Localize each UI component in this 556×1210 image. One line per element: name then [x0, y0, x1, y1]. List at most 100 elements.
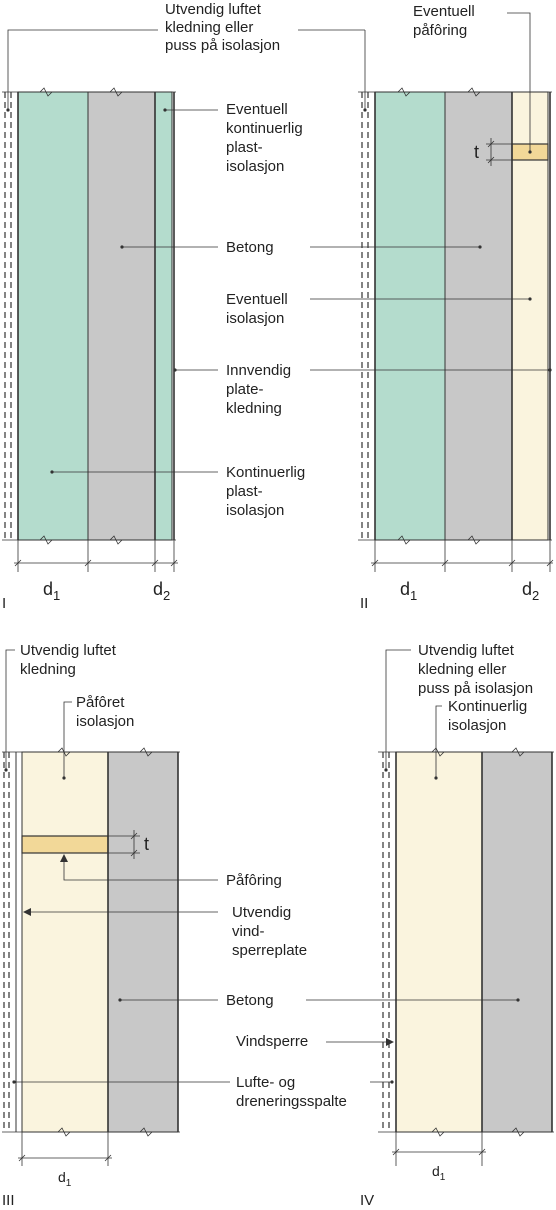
panel-iii-label-battened-insulation-line: isolasjon [76, 713, 134, 730]
panel-iii-label-batten: Påfôring [226, 872, 282, 889]
panel-ii-dim-tick [441, 559, 449, 567]
panel-i-label-continuous-plastic: Kontinuerlig plast-isolasjon [226, 464, 305, 519]
panel-iii-t-tick [130, 849, 138, 857]
panel-iii-label-air-gap-line: Lufte- og [236, 1074, 295, 1091]
panel-ii-plastic-insulation [374, 91, 446, 541]
panel-iii-arrow-wind-board [23, 908, 31, 916]
panel-iii-label-wind-board-line: Utvendig [232, 904, 291, 921]
panel-iii-dim-t: t [144, 834, 149, 854]
panel-iv-leader-dot [516, 998, 520, 1002]
panel-iii-label-concrete-line: Betong [226, 992, 274, 1009]
panel-iii-label-battened-insulation: Påfôret isolasjon [76, 694, 134, 730]
panel-iii-leader-dot [118, 998, 122, 1002]
panel-iv-label-continuous-insulation-line: Kontinuerlig [448, 698, 527, 715]
panel-i-label-optional-plastic-line: Eventuell [226, 101, 288, 118]
panel-iii-leader-dot [12, 1080, 16, 1084]
panel-i-label-cladding-line: kledning eller [165, 19, 253, 36]
panel-iv-dim-tick [392, 1148, 400, 1156]
panel-ii-dim-tick [371, 559, 379, 567]
panel-ii-leader-dot [363, 108, 367, 112]
panel-i-label-continuous-plastic-line: isolasjon [226, 502, 284, 519]
panel-ii-leader-dot [528, 150, 532, 154]
panel-ii-leader-batten [507, 12, 531, 152]
panel-iii-label-air-gap: Lufte- og dreneringsspalte [236, 1074, 347, 1110]
panel-i-dim-tick [170, 559, 178, 567]
panel-ii-t-tick [487, 156, 495, 164]
panel-iv-dim-tick [478, 1148, 486, 1156]
panel-i-label-continuous-plastic-line: plast- [226, 483, 263, 500]
panel-iii-arrow-batten [60, 854, 68, 862]
panel-iii-leader-batten [63, 858, 218, 881]
panel-iii-label-cladding-line: Utvendig luftet [20, 642, 117, 659]
panel-i-inner-plastic-insulation [154, 91, 173, 541]
panel-iii-t-tick [130, 832, 138, 840]
panel-i-break-bottom [2, 535, 176, 545]
panel-ii-t-tick [487, 140, 495, 148]
panel-i-label-concrete: Betong [226, 239, 274, 256]
panel-i-label-continuous-plastic-line: Kontinuerlig [226, 464, 305, 481]
panel-iv-leader-continuous-insulation [435, 705, 442, 778]
panel-ii-break-top [358, 87, 552, 97]
panel-i-label-optional-plastic-line: isolasjon [226, 158, 284, 175]
panel-iv-dim-d1: d1 [432, 1163, 446, 1183]
panel-iv-leader-dot [390, 1080, 394, 1084]
panel-i-plastic-insulation [17, 91, 89, 541]
panel-iii-label-wind-board-line: vind- [232, 923, 265, 940]
panel-ii-label-optional-batten-line: Eventuell [413, 3, 475, 20]
panel-ii-leader-dot [478, 245, 482, 249]
panel-iii-leader-cladding [5, 649, 15, 770]
panel-iv-leader-dot [434, 776, 438, 780]
panel-iv-numeral: IV [360, 1192, 374, 1209]
panel-i-dim-d1: d1 [43, 579, 60, 603]
panel-iii-label-concrete: Betong [226, 992, 274, 1009]
panel-i-numeral: I [2, 595, 6, 612]
panel-i-label-inner-board-line: Innvendig [226, 362, 291, 379]
panel-iii-leader-dot [62, 776, 66, 780]
panel-i-break-top [2, 87, 176, 97]
panel-iii-battened-insulation [21, 751, 109, 1133]
panel-i-label-inner-board-line: plate- [226, 381, 264, 398]
panel-ii: Eventuell påfôring Eventuell isolasjon t d… [226, 3, 554, 612]
panel-iii-label-wind-barrier-line: Vindsperre [236, 1033, 308, 1050]
panel-iii-batten [21, 835, 109, 854]
panel-iii-label-wind-board: Utvendig vind-sperreplate [232, 904, 307, 959]
panel-iv-concrete [481, 751, 553, 1133]
panel-iv-break-bottom [378, 1127, 554, 1137]
panel-i-label-optional-plastic: Eventuell kontinuerlig plast-isolasjon [226, 101, 303, 175]
panel-ii-dim-tick [546, 559, 554, 567]
panel-ii-numeral: II [360, 595, 368, 612]
panel-iv-leader-cladding [385, 649, 411, 770]
panel-i-label-inner-board-line: kledning [226, 400, 282, 417]
panel-ii-dim-tick [508, 559, 516, 567]
panel-iv-label-cladding-line: kledning eller [418, 661, 506, 678]
panel-i-leader-dot [6, 108, 10, 112]
panel-i-dim-d2: d2 [153, 579, 170, 603]
panel-i-leader-dot [163, 108, 167, 112]
panel-ii-dim-d2: d2 [522, 579, 539, 603]
panel-iii-label-cladding: Utvendig luftet kledning [20, 642, 117, 678]
panel-iii-label-wind-board-line: sperreplate [232, 942, 307, 959]
panel-ii-label-optional-insulation: Eventuell isolasjon [226, 291, 288, 327]
panel-i-leader-dot [173, 368, 177, 372]
panel-iii-numeral: III [2, 1192, 15, 1209]
panel-ii-label-optional-insulation-line: isolasjon [226, 310, 284, 327]
panel-i-label-cladding-line: puss på isolasjon [165, 37, 280, 54]
panel-i-dim-tick [84, 559, 92, 567]
panel-iv-break-top [378, 747, 554, 757]
panel-iii-concrete [107, 751, 179, 1133]
panel-iv-continuous-insulation [395, 751, 483, 1133]
panel-i-label-optional-plastic-line: kontinuerlig [226, 120, 303, 137]
panel-iii-dim-tick [104, 1154, 112, 1162]
panel-iii-label-battened-insulation-line: Påfôret [76, 694, 125, 711]
panel-iii-dim-d1: d1 [58, 1169, 72, 1189]
panel-i-label-inner-board: Innvendig plate-kledning [226, 362, 291, 417]
panel-i-leader-dot [120, 245, 124, 249]
panel-ii-concrete [444, 91, 513, 541]
panel-ii-leader-dot [528, 297, 532, 301]
panel-i-label-cladding: Utvendig luftet kledning eller puss på iso… [165, 1, 280, 54]
panel-i-dim-tick [151, 559, 159, 567]
panel-iv-label-cladding-line: Utvendig luftet [418, 642, 515, 659]
panel-iv-label-cladding-line: puss på isolasjon [418, 680, 533, 697]
panel-iv-leader-dot [384, 768, 388, 772]
